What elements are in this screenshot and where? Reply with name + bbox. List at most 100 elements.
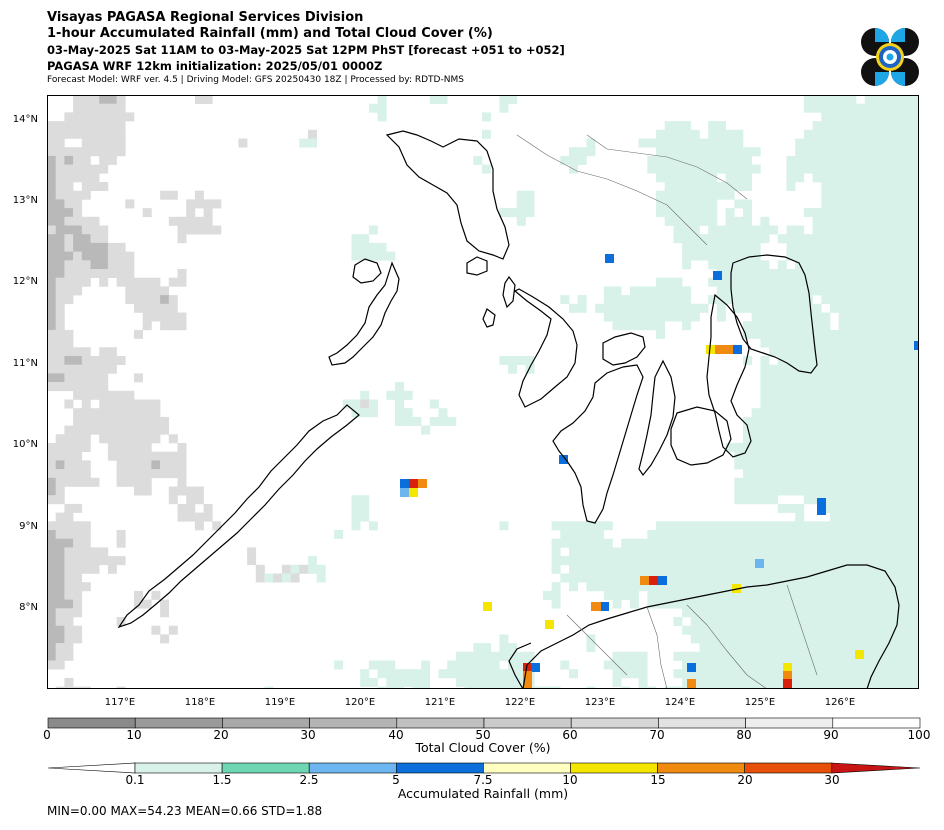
- grid-cell: [82, 269, 91, 278]
- grid-cell: [64, 260, 73, 269]
- grid-cell: [47, 147, 56, 156]
- grid-cell: [900, 434, 909, 443]
- grid-cell: [847, 513, 856, 522]
- grid-cell: [64, 286, 73, 295]
- grid-cell: [891, 208, 900, 217]
- grid-cell: [787, 165, 796, 174]
- grid-cell: [743, 565, 752, 574]
- grid-cell: [856, 365, 865, 374]
- grid-cell: [821, 574, 830, 583]
- grid-cell: [447, 661, 456, 670]
- grid-cell: [891, 321, 900, 330]
- grid-cell: [874, 191, 883, 200]
- grid-cell: [195, 95, 204, 104]
- grid-cell: [900, 373, 909, 382]
- grid-cell: [804, 495, 813, 504]
- grid-cell: [891, 460, 900, 469]
- grid-cell: [847, 591, 856, 600]
- grid-cell: [151, 408, 160, 417]
- grid-cell: [778, 443, 787, 452]
- grid-cell: [882, 669, 891, 678]
- grid-cell: [630, 286, 639, 295]
- grid-cell: [760, 365, 769, 374]
- grid-cell: [630, 661, 639, 670]
- grid-cell: [900, 643, 909, 652]
- grid-cell: [673, 547, 682, 556]
- grid-cell: [578, 147, 587, 156]
- grid-cell: [47, 539, 56, 548]
- grid-cell: [830, 295, 839, 304]
- grid-cell: [882, 565, 891, 574]
- grid-cell: [865, 156, 874, 165]
- grid-cell: [839, 643, 848, 652]
- grid-cell: [830, 234, 839, 243]
- grid-cell: [760, 591, 769, 600]
- grid-cell: [856, 626, 865, 635]
- grid-cell: [908, 513, 917, 522]
- grid-cell: [804, 252, 813, 261]
- grid-cell: [830, 600, 839, 609]
- grid-cell: [821, 617, 830, 626]
- grid-cell: [908, 539, 917, 548]
- grid-cell: [874, 434, 883, 443]
- grid-cell: [839, 347, 848, 356]
- grid-cell: [108, 121, 117, 130]
- grid-cell: [169, 460, 178, 469]
- grid-cell: [900, 260, 909, 269]
- grid-cell: [578, 530, 587, 539]
- grid-cell: [682, 260, 691, 269]
- grid-cell: [82, 373, 91, 382]
- grid-cell: [82, 417, 91, 426]
- grid-cell: [865, 313, 874, 322]
- grid-cell: [134, 286, 143, 295]
- grid-cell: [734, 130, 743, 139]
- grid-cell: [891, 530, 900, 539]
- grid-cell: [804, 417, 813, 426]
- grid-cell: [673, 234, 682, 243]
- grid-cell: [708, 574, 717, 583]
- grid-cell: [787, 156, 796, 165]
- grid-cell: [64, 373, 73, 382]
- grid-cell: [839, 626, 848, 635]
- grid-cell: [143, 600, 152, 609]
- grid-cell: [839, 252, 848, 261]
- grid-cell: [847, 574, 856, 583]
- grid-cell: [882, 121, 891, 130]
- grid-cell: [47, 460, 56, 469]
- grid-cell: [865, 356, 874, 365]
- grid-cell: [73, 252, 82, 261]
- grid-cell: [821, 600, 830, 609]
- grid-cell: [691, 313, 700, 322]
- grid-cell: [778, 417, 787, 426]
- grid-cell: [47, 608, 56, 617]
- grid-cell: [517, 652, 526, 661]
- grid-cell: [882, 487, 891, 496]
- grid-cell: [839, 356, 848, 365]
- grid-cell: [856, 582, 865, 591]
- grid-cell: [821, 521, 830, 530]
- grid-cell: [856, 634, 865, 643]
- grid-cell: [839, 112, 848, 121]
- grid-cell: [891, 574, 900, 583]
- rain-hotspot-cell: [545, 620, 554, 629]
- grid-cell: [760, 478, 769, 487]
- grid-cell: [743, 295, 752, 304]
- grid-cell: [847, 356, 856, 365]
- grid-cell: [604, 574, 613, 583]
- grid-cell: [847, 252, 856, 261]
- grid-cell: [769, 652, 778, 661]
- grid-cell: [787, 373, 796, 382]
- grid-cell: [821, 121, 830, 130]
- grid-cell: [647, 321, 656, 330]
- cloud-colorbar-segment: [833, 718, 920, 728]
- grid-cell: [769, 434, 778, 443]
- grid-cell: [734, 600, 743, 609]
- rain-hotspot-cell: [658, 576, 667, 585]
- grid-cell: [874, 330, 883, 339]
- grid-cell: [813, 417, 822, 426]
- grid-cell: [882, 347, 891, 356]
- grid-cell: [908, 408, 917, 417]
- grid-cell: [482, 669, 491, 678]
- grid-cell: [856, 487, 865, 496]
- grid-cell: [47, 521, 56, 530]
